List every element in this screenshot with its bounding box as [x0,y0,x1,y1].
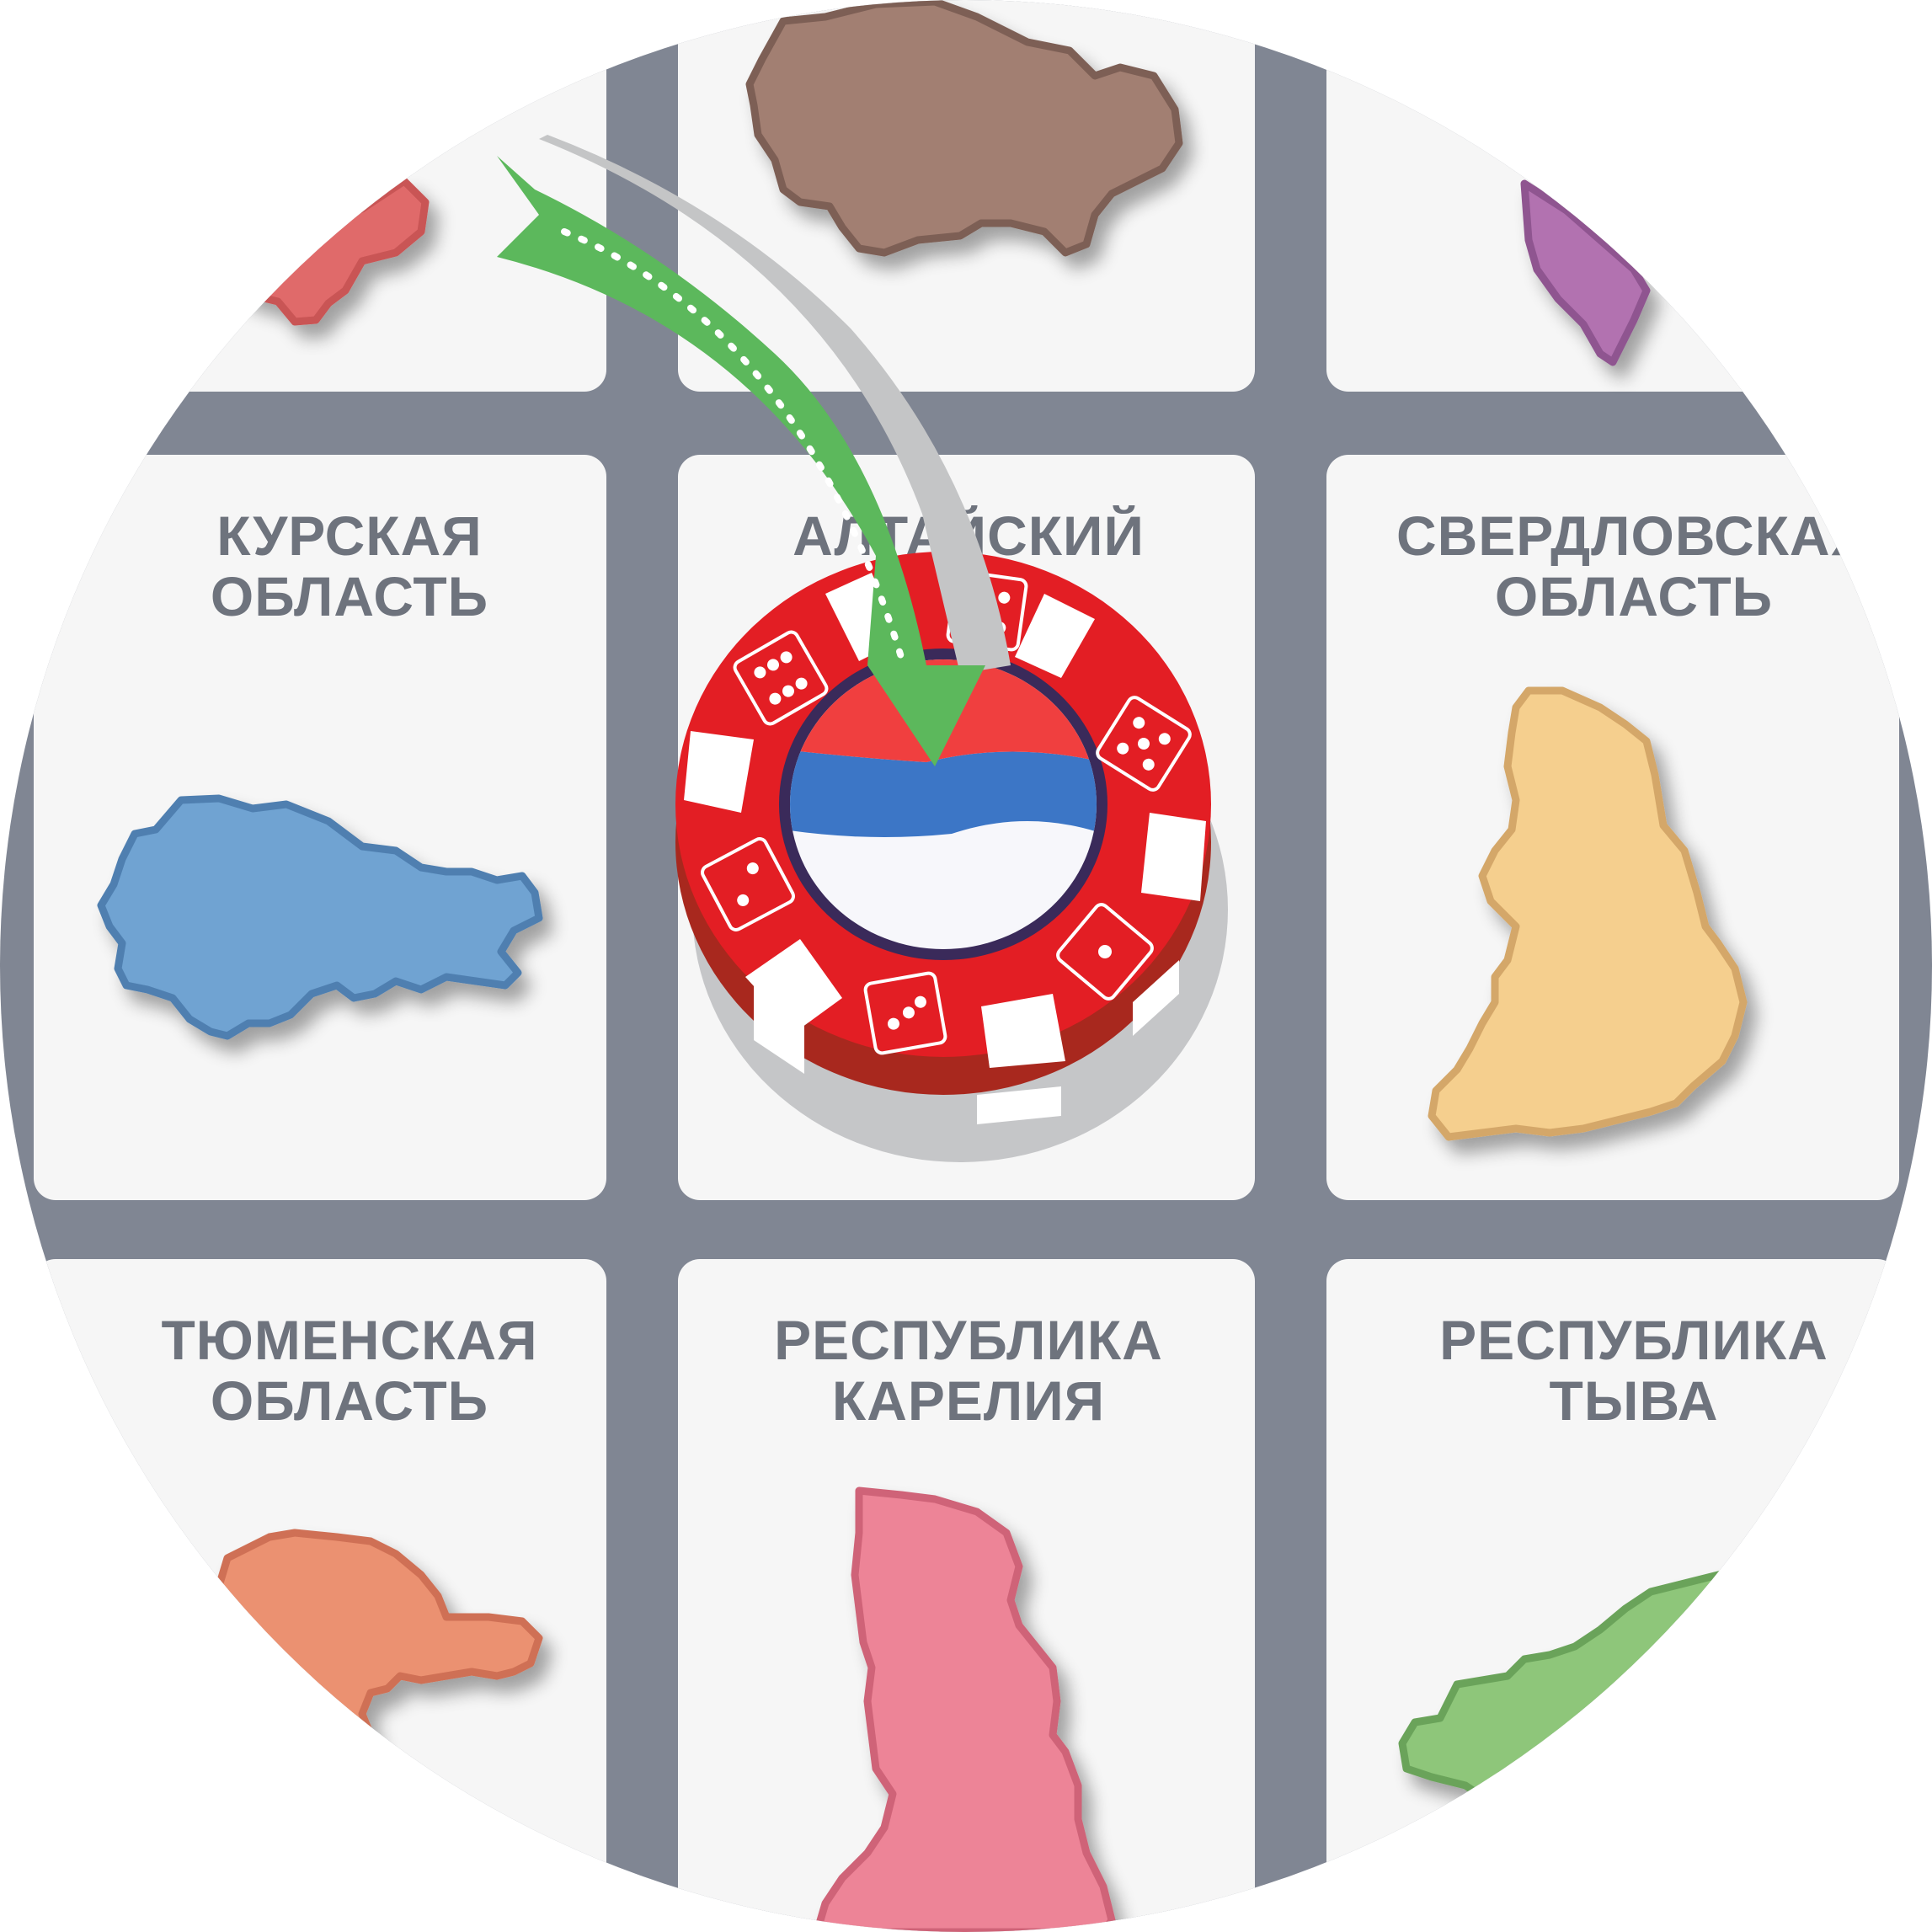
cell-label-tyumen-line1: ТЮМЕНСКАЯ [161,1310,538,1371]
cell-label-karelia-line2: КАРЕЛИЯ [831,1369,1106,1432]
cell-label-tyva-line2: ТЫВА [1549,1369,1719,1432]
cell-label-sverdlovsk-line1: СВЕРДЛОВСКАЯ [1396,505,1872,567]
cell-label-karelia: РЕСПУБЛИКА КАРЕЛИЯ [674,1310,1263,1431]
cell-top-left[interactable] [34,0,606,392]
token-edge-stripes [684,573,1206,1068]
cell-label-tyva-line1: РЕСПУБЛИКА [1439,1310,1828,1371]
region-kursk-shape[interactable] [97,794,543,1040]
move-arrow-dots [561,228,905,660]
cell-label-sverdlovsk-line2: ОБЛАСТЬ [1494,565,1774,627]
die-1b [1056,903,1154,1001]
flag-blue [790,750,1097,837]
cell-label-kursk-line2: ОБЛАСТЬ [210,565,489,627]
region-sverdlovsk-shape[interactable] [1428,686,1748,1141]
region-karelia-shape[interactable] [813,1486,1116,1932]
die-1a [701,837,795,931]
die-2 [863,971,947,1055]
region-top-right-shape[interactable] [1520,179,1651,366]
die-5 [1096,696,1192,792]
cell-label-kursk-line1: КУРСКАЯ [216,505,483,567]
cell-label-tyumen: ТЮМЕНСКАЯ ОБЛАСТЬ [55,1310,644,1431]
cell-label-tyva: РЕСПУБЛИКА ТЫВА [1339,1310,1929,1431]
move-arrow-shadow [539,135,1011,674]
cell-label-sverdlovsk: СВЕРДЛОВСКАЯ ОБЛАСТЬ [1339,505,1929,627]
player-token[interactable] [675,552,1228,1162]
move-arrow [497,135,1011,766]
die-4 [733,630,829,726]
token-dice [701,569,1192,1055]
cell-label-karelia-line1: РЕСПУБЛИКА [774,1310,1163,1371]
region-top-center-shape[interactable] [745,0,1183,257]
move-arrow-body [497,156,985,766]
cell-label-kursk: КУРСКАЯ ОБЛАСТЬ [55,505,644,627]
cell-label-tyumen-line2: ОБЛАСТЬ [210,1369,489,1432]
